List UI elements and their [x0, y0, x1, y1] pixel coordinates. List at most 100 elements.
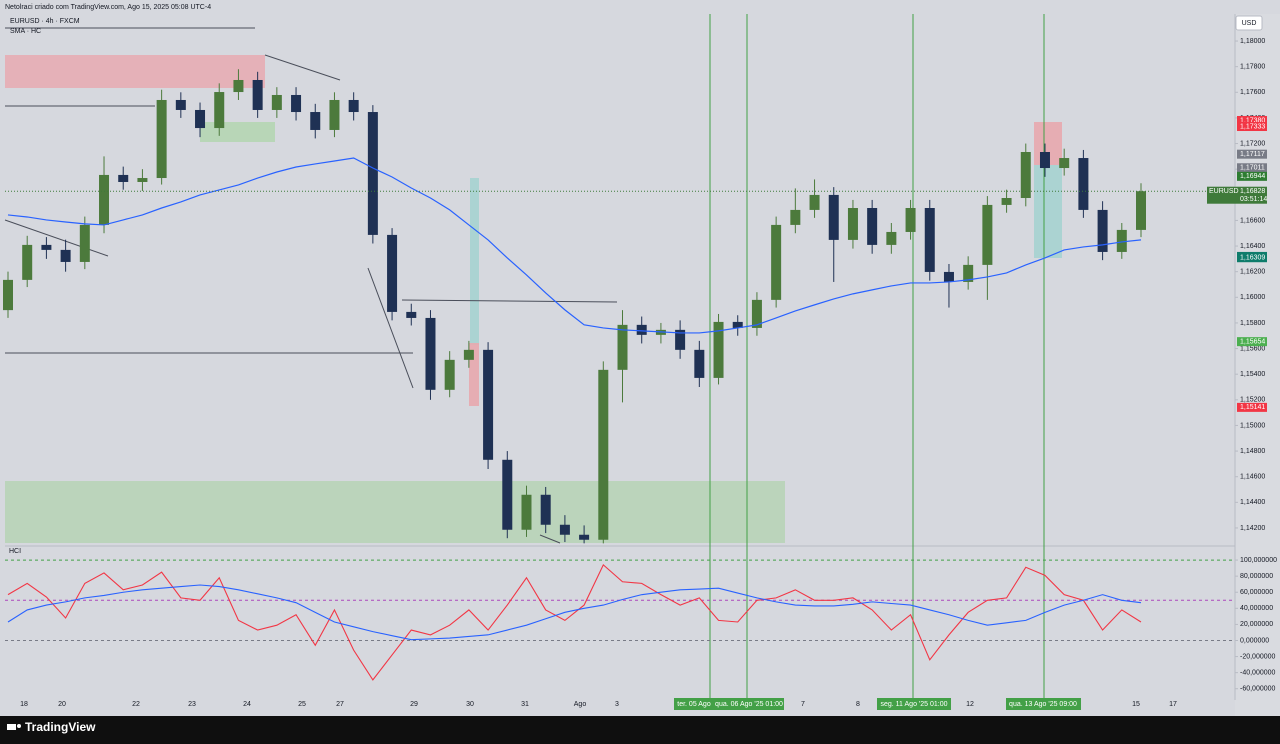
x-tick-label: 7 — [801, 701, 805, 708]
price-tag-label: 1,17380 — [1240, 117, 1265, 124]
y-tick-label: 1,17600 — [1240, 89, 1265, 96]
x-tick-label: 8 — [856, 701, 860, 708]
price-tag — [1237, 149, 1267, 159]
y-tick-label: -40,000000 — [1240, 669, 1276, 676]
candle-body — [1097, 209, 1108, 252]
x-tick-label: Ago — [574, 701, 587, 708]
currency-button[interactable] — [1235, 15, 1263, 31]
current-symbol: EURUSD — [1209, 188, 1239, 195]
x-tick-label: 29 — [410, 701, 418, 708]
x-tick-label: 12 — [966, 701, 974, 708]
current-price: 1,16828 — [1240, 188, 1265, 195]
marker-tag — [714, 698, 784, 710]
candle-body — [790, 209, 801, 225]
candle-body — [559, 524, 570, 535]
trend-lines — [4, 27, 618, 544]
oscillator-line — [7, 584, 1142, 641]
candle-body — [617, 324, 628, 370]
marker-label: seg. 11 Ago '25 01:00 — [881, 701, 948, 708]
currency[interactable]: USD — [1242, 20, 1257, 27]
candle-body — [463, 349, 474, 360]
candle-body — [771, 224, 782, 300]
candle-body — [521, 494, 532, 530]
y-tick-label: 1,17200 — [1240, 140, 1265, 147]
symbol-title: EURUSD · 4h · FXCM — [10, 18, 80, 25]
oscillator-title: HCI — [9, 548, 21, 555]
price-tag — [1237, 253, 1267, 263]
price-tag-label: 1,15141 — [1240, 404, 1265, 411]
marker-tag — [877, 698, 951, 710]
candle-body — [252, 79, 263, 110]
y-tick-label: 20,000000 — [1240, 621, 1273, 628]
y-tick-label: 0,000000 — [1240, 637, 1269, 644]
candle-body — [425, 317, 436, 390]
x-tick-label: 17 — [1169, 701, 1177, 708]
oscillator-line — [7, 563, 1142, 681]
y-tick-label: 1,14600 — [1240, 474, 1265, 481]
candle-body — [675, 329, 686, 350]
line — [367, 267, 414, 389]
x-tick-label: 31 — [521, 701, 529, 708]
demand-zone — [200, 122, 275, 142]
candle-body — [310, 112, 321, 130]
candle-body — [636, 324, 647, 335]
x-tick-label: 30 — [466, 701, 474, 708]
y-tick-label: 1,16200 — [1240, 269, 1265, 276]
candle-body — [444, 359, 455, 390]
y-tick-label: 1,15600 — [1240, 345, 1265, 352]
candle-body — [406, 311, 417, 318]
line — [401, 299, 618, 303]
y-tick-label: 1,16000 — [1240, 294, 1265, 301]
candle-body — [867, 207, 878, 245]
zone — [469, 343, 479, 406]
candle-body — [598, 369, 609, 540]
zone — [1034, 165, 1062, 258]
marker-label: qua. 06 Ago '25 01:00 — [715, 701, 783, 708]
y-tick-label: 1,14800 — [1240, 448, 1265, 455]
price-tag-label: 1,17333 — [1240, 123, 1265, 130]
candle-body — [1078, 158, 1089, 210]
y-tick-label: 1,15800 — [1240, 320, 1265, 327]
candle-body — [483, 349, 494, 460]
current-price-tag — [1207, 186, 1267, 204]
brand[interactable]: TradingView — [25, 720, 96, 734]
candle-body — [751, 299, 762, 328]
candle-body — [1020, 152, 1031, 199]
y-tick-label: 40,000000 — [1240, 605, 1273, 612]
y-tick-label: 80,000000 — [1240, 573, 1273, 580]
line — [539, 534, 561, 544]
y-tick-label: -60,000000 — [1240, 686, 1276, 693]
candle-body — [233, 79, 244, 93]
line — [4, 219, 109, 257]
candle-body — [387, 234, 398, 312]
x-tick-label: 24 — [243, 701, 251, 708]
candle-body — [118, 174, 129, 182]
candle-body — [847, 207, 858, 240]
x-tick-label: 20 — [58, 701, 66, 708]
candle-body — [291, 94, 302, 113]
candle-body — [329, 99, 340, 130]
x-tick-label: 23 — [188, 701, 196, 708]
y-tick-label: 1,16600 — [1240, 217, 1265, 224]
y-tick-label: 100,000000 — [1240, 557, 1277, 564]
price-tag-label: 1,16309 — [1240, 255, 1265, 262]
candle-body — [175, 99, 186, 110]
candle-body — [713, 321, 724, 378]
y-tick-label: 1,15000 — [1240, 422, 1265, 429]
price-tag — [1237, 163, 1267, 173]
y-tick-label: 60,000000 — [1240, 589, 1273, 596]
candle-body — [1059, 158, 1070, 169]
x-tick-label: 27 — [336, 701, 344, 708]
candle-body — [943, 271, 954, 282]
sma-line — [7, 157, 1142, 334]
candle-body — [41, 244, 52, 250]
candle-body — [540, 494, 551, 525]
x-tick-label: 25 — [298, 701, 306, 708]
candle-body — [1039, 152, 1050, 169]
candle-body — [195, 109, 206, 129]
marker-tag — [674, 698, 714, 710]
marker-label: qua. 13 Ago '25 09:00 — [1009, 701, 1077, 708]
price-tag-label: 1,17011 — [1240, 165, 1265, 172]
y-tick-label: 1,16400 — [1240, 243, 1265, 250]
